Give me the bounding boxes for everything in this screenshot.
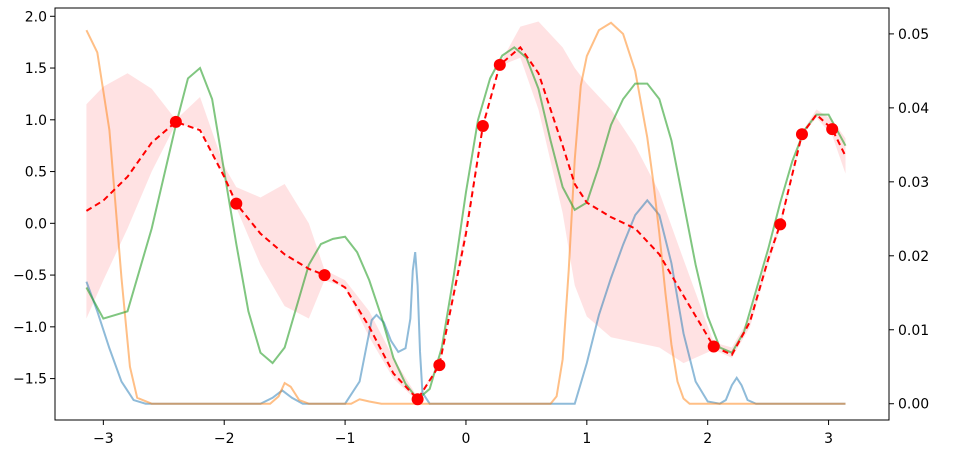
y-tick-label: −1.5	[13, 372, 47, 388]
mean-line-layer	[85, 45, 847, 401]
observation-point	[476, 120, 489, 133]
x-tick-label: 0	[461, 431, 470, 447]
series-lines-layer	[85, 21, 847, 405]
x-tick-label: 3	[824, 431, 833, 447]
y2-tick-label: 0.05	[898, 27, 929, 43]
observation-point	[774, 218, 787, 231]
y-tick-label: 1.0	[25, 113, 47, 129]
y-tick-label: 2.0	[25, 9, 47, 25]
x-tick-label: −1	[335, 431, 356, 447]
observation-point	[795, 128, 808, 141]
left-y-axis: −1.5 −1.0 −0.5 0.0 0.5 1.0 1.5 2.0	[13, 9, 55, 388]
x-tick-label: 2	[703, 431, 712, 447]
y2-tick-label: 0.03	[898, 175, 929, 191]
observation-points-layer	[169, 58, 839, 406]
observation-point	[493, 58, 506, 71]
observation-point	[318, 269, 331, 282]
x-tick-label: −2	[214, 431, 235, 447]
y-tick-label: −0.5	[13, 268, 47, 284]
y-tick-label: −1.0	[13, 320, 47, 336]
blue-series-line	[85, 198, 846, 405]
confidence-band	[86, 21, 846, 402]
right-y-axis: 0.00 0.01 0.02 0.03 0.04 0.05	[889, 27, 929, 413]
plot-frame	[54, 7, 890, 421]
confidence-band-layer	[86, 21, 846, 402]
y2-tick-label: 0.04	[898, 101, 929, 117]
y2-tick-label: 0.00	[898, 397, 929, 413]
observation-point	[826, 123, 839, 136]
y2-tick-label: 0.02	[898, 249, 929, 265]
x-tick-label: 1	[582, 431, 591, 447]
x-axis: −3 −2 −1 0 1 2 3	[93, 420, 833, 447]
y2-tick-label: 0.01	[898, 323, 929, 339]
observation-point	[433, 359, 446, 372]
observation-point	[707, 340, 720, 353]
mean-line	[85, 45, 847, 401]
observation-point	[230, 197, 243, 210]
x-tick-label: −3	[93, 431, 114, 447]
observation-point	[411, 393, 424, 406]
orange-series-line	[85, 21, 846, 405]
y-tick-label: 0.5	[25, 165, 47, 181]
observation-point	[169, 115, 182, 128]
green-series-line	[85, 46, 847, 401]
y-tick-label: 1.5	[25, 61, 47, 77]
y-tick-label: 0.0	[25, 216, 47, 232]
